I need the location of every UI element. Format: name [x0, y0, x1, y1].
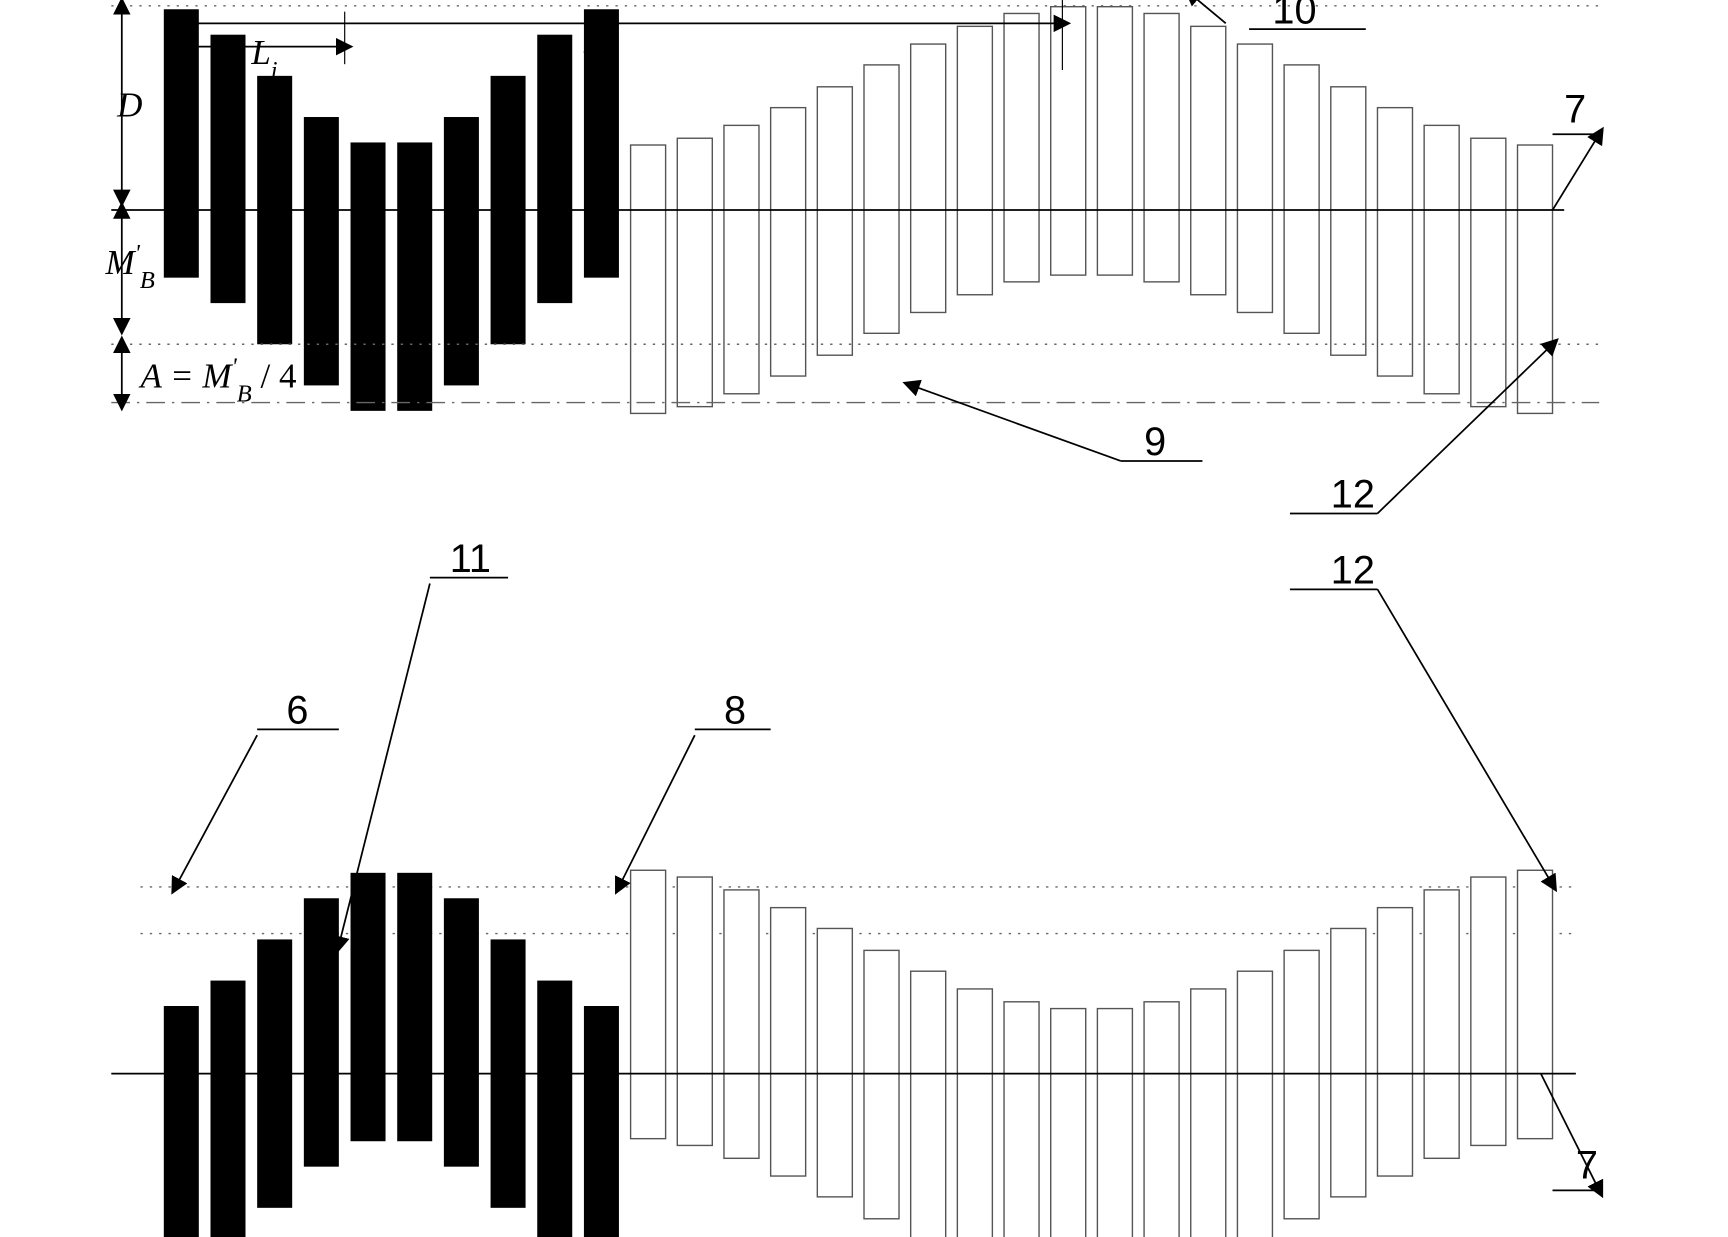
hollow-bar: [1004, 1002, 1039, 1237]
callout-7-top: 7: [1564, 88, 1586, 132]
hollow-bar: [864, 950, 899, 1218]
leader-line: [1553, 134, 1600, 210]
hollow-bar: [957, 26, 992, 294]
leader-line: [1377, 589, 1552, 884]
callout-10: 10: [1272, 0, 1316, 32]
hollow-bar: [1377, 908, 1412, 1176]
filled-bar: [537, 981, 572, 1237]
label-A: A = M'B / 4: [138, 353, 296, 407]
callout-8: 8: [724, 689, 746, 733]
callout-9: 9: [1144, 420, 1166, 464]
hollow-bar: [1097, 1009, 1132, 1237]
filled-bar: [444, 117, 479, 385]
hollow-bar: [1051, 1009, 1086, 1237]
leader-line: [619, 735, 695, 887]
filled-bar: [444, 898, 479, 1166]
callout-11: 11: [450, 537, 491, 581]
hollow-bar: [724, 890, 759, 1158]
filled-bar: [397, 142, 432, 410]
hollow-bar: [771, 108, 806, 376]
hollow-bar: [911, 44, 946, 312]
hollow-bar: [817, 87, 852, 355]
hollow-bar: [677, 138, 712, 406]
hollow-bar: [1144, 13, 1179, 281]
hollow-bar: [864, 65, 899, 333]
filled-bar: [537, 35, 572, 303]
leader-line: [175, 735, 257, 887]
filled-bar: [164, 9, 199, 277]
hollow-bar: [1237, 971, 1272, 1237]
hollow-bar: [1051, 7, 1086, 275]
filled-bar: [397, 873, 432, 1141]
hollow-bar: [1377, 108, 1412, 376]
hollow-bar: [771, 908, 806, 1176]
hollow-bar: [957, 989, 992, 1237]
leader-line: [911, 385, 1121, 461]
hollow-bar: [1471, 138, 1506, 406]
hollow-bar: [1191, 26, 1226, 294]
filled-bar: [164, 1006, 199, 1237]
filled-bar: [304, 898, 339, 1166]
filled-bar: [351, 873, 386, 1141]
hollow-bar: [1471, 877, 1506, 1145]
hollow-bar: [1424, 890, 1459, 1158]
callout-12a: 12: [1331, 473, 1375, 517]
hollow-bar: [1097, 7, 1132, 275]
filled-bar: [304, 117, 339, 385]
callout-6: 6: [286, 689, 308, 733]
hollow-bar: [817, 928, 852, 1196]
filled-bar: [351, 142, 386, 410]
label-D: D: [116, 86, 142, 125]
hollow-bar: [631, 870, 666, 1138]
hollow-bar: [1144, 1002, 1179, 1237]
hollow-bar: [1237, 44, 1272, 312]
hollow-bar: [1518, 870, 1553, 1138]
callout-7-bottom: 7: [1576, 1144, 1598, 1188]
hollow-bar: [1004, 13, 1039, 281]
filled-bar: [210, 981, 245, 1237]
hollow-bar: [1191, 989, 1226, 1237]
filled-bar: [584, 1006, 619, 1237]
callout-12b: 12: [1331, 548, 1375, 592]
hollow-bar: [1284, 65, 1319, 333]
leader-line: [1191, 0, 1226, 23]
hollow-bar: [1331, 928, 1366, 1196]
filled-bar: [210, 35, 245, 303]
hollow-bar: [631, 145, 666, 413]
hollow-bar: [724, 125, 759, 393]
hollow-bar: [1331, 87, 1366, 355]
hollow-bar: [1284, 950, 1319, 1218]
hollow-bar: [677, 877, 712, 1145]
hollow-bar: [1424, 125, 1459, 393]
label-MB: M'B: [104, 240, 154, 294]
hollow-bar: [911, 971, 946, 1237]
